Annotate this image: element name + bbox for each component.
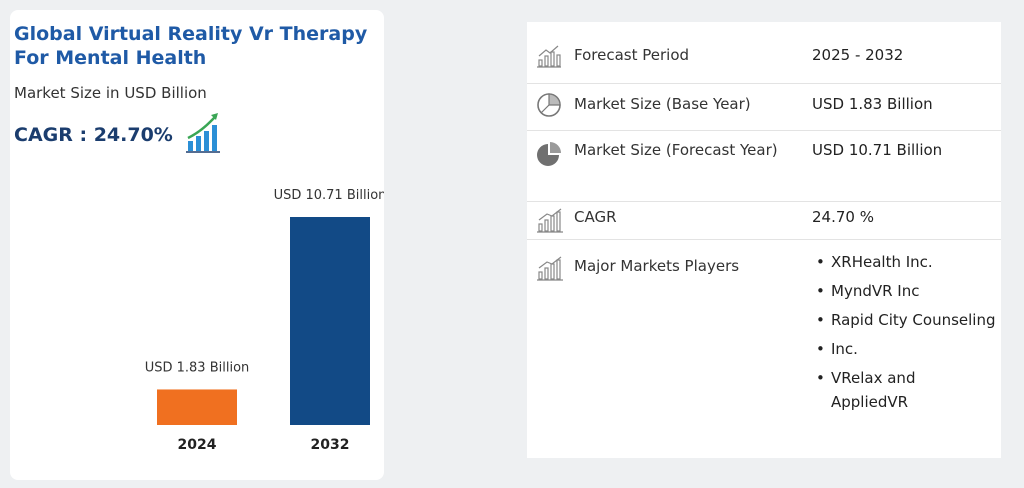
x-tick-label: 2024: [178, 437, 217, 453]
report-title: Global Virtual Reality Vr Therapy For Me…: [14, 23, 368, 69]
chart-subtitle: Market Size in USD Billion: [14, 84, 207, 102]
players-row: Major Markets Players XRHealth Inc. Mynd…: [527, 240, 1001, 458]
players-list: XRHealth Inc. MyndVR Inc Rapid City Coun…: [812, 250, 997, 419]
bar-2032: [290, 217, 370, 425]
bar-2024: [157, 389, 237, 425]
base-year-value: USD 1.83 Billion: [812, 95, 933, 113]
player-item: VRelax and AppliedVR: [812, 366, 997, 414]
bar-value-label: USD 10.71 Billion: [274, 188, 384, 203]
growth-chart-icon: [186, 113, 220, 153]
player-item: Inc.: [812, 337, 997, 361]
market-details-panel: Forecast Period 2025 - 2032 Market Size …: [527, 22, 1001, 458]
player-item: MyndVR Inc: [812, 279, 997, 303]
forecast-year-value: USD 10.71 Billion: [812, 141, 943, 159]
bar-growth-icon: [537, 208, 563, 233]
cagr-label: CAGR: [574, 208, 617, 226]
player-item: Rapid City Counseling: [812, 308, 997, 332]
players-label: Major Markets Players: [574, 257, 740, 275]
forecast-period-label: Forecast Period: [574, 46, 690, 64]
cagr-value: 24.70 %: [812, 208, 874, 226]
cagr-row: CAGR 24.70 %: [527, 202, 1001, 240]
forecast-year-row: Market Size (Forecast Year) USD 10.71 Bi…: [527, 131, 1001, 202]
base-year-row: Market Size (Base Year) USD 1.83 Billion: [527, 84, 1001, 131]
bar-growth-icon: [537, 256, 563, 281]
forecast-period-value: 2025 - 2032: [812, 46, 904, 64]
market-size-bar-chart: USD 1.83 Billion 2024 USD 10.71 Billion 203…: [145, 188, 384, 453]
growth-chart-icon: [537, 45, 561, 68]
x-tick-label: 2032: [311, 437, 350, 453]
cagr-headline: CAGR : 24.70%: [14, 124, 173, 146]
forecast-year-label: Market Size (Forecast Year): [574, 141, 778, 159]
pie-chart-icon: [537, 93, 561, 117]
base-year-label: Market Size (Base Year): [574, 95, 751, 113]
bar-value-label: USD 1.83 Billion: [145, 360, 250, 375]
forecast-period-row: Forecast Period 2025 - 2032: [527, 22, 1001, 84]
player-item: XRHealth Inc.: [812, 250, 997, 274]
pie-slice-icon: [537, 142, 561, 166]
